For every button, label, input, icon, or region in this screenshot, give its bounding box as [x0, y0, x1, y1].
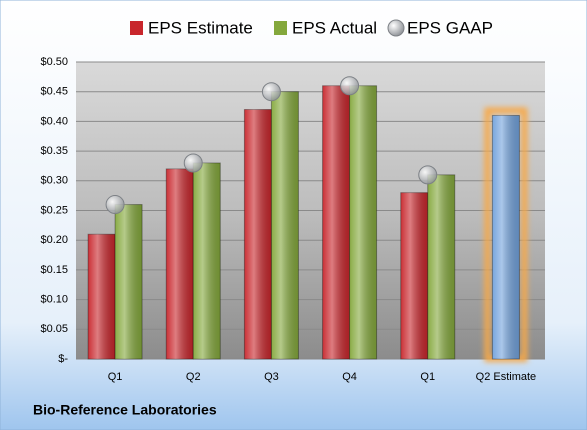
- bar-shine: [271, 91, 299, 359]
- x-tick-label: Q3: [264, 371, 279, 383]
- legend-label: EPS GAAP: [407, 18, 493, 37]
- bar-shine: [115, 204, 143, 359]
- legend-swatch: [274, 21, 287, 35]
- marker: [261, 82, 281, 102]
- marker: [183, 153, 203, 173]
- legend-swatch: [130, 21, 143, 35]
- marker: [418, 165, 438, 185]
- bar-shine: [349, 85, 377, 359]
- y-tick-label: $0.50: [40, 56, 68, 68]
- bar-shine: [193, 162, 221, 359]
- marker: [340, 76, 360, 96]
- y-tick-label: $0.25: [40, 204, 68, 216]
- y-tick-label: $0.15: [40, 264, 68, 276]
- legend-label: EPS Actual: [292, 18, 377, 37]
- bar-shine: [166, 168, 194, 359]
- footer: Bio-Reference Laboratories: [33, 402, 217, 418]
- y-tick-label: $0.35: [40, 145, 68, 157]
- y-tick-label: $0.40: [40, 115, 68, 127]
- bar-shine: [492, 115, 520, 360]
- x-tick-label: Q1: [420, 371, 435, 383]
- bar-shine: [88, 234, 116, 359]
- bar-shine: [244, 109, 272, 360]
- y-tick-label: $0.45: [40, 86, 68, 98]
- bar-shine: [322, 85, 350, 359]
- legend-label: EPS Estimate: [148, 18, 253, 37]
- x-tick-label: Q4: [342, 371, 357, 383]
- marker: [105, 195, 125, 215]
- bar-shine: [427, 174, 455, 359]
- bar-shine: [400, 192, 428, 359]
- x-tick-label: Q1: [108, 371, 123, 383]
- y-tick-label: $-: [58, 353, 68, 365]
- y-tick-label: $0.20: [40, 234, 68, 246]
- y-tick-label: $0.10: [40, 294, 68, 306]
- y-tick-label: $0.05: [40, 323, 68, 335]
- y-tick-label: $0.30: [40, 175, 68, 187]
- legend-marker: [387, 19, 405, 37]
- x-tick-label: Q2: [186, 371, 201, 383]
- x-tick-label: Q2 Estimate: [476, 371, 537, 383]
